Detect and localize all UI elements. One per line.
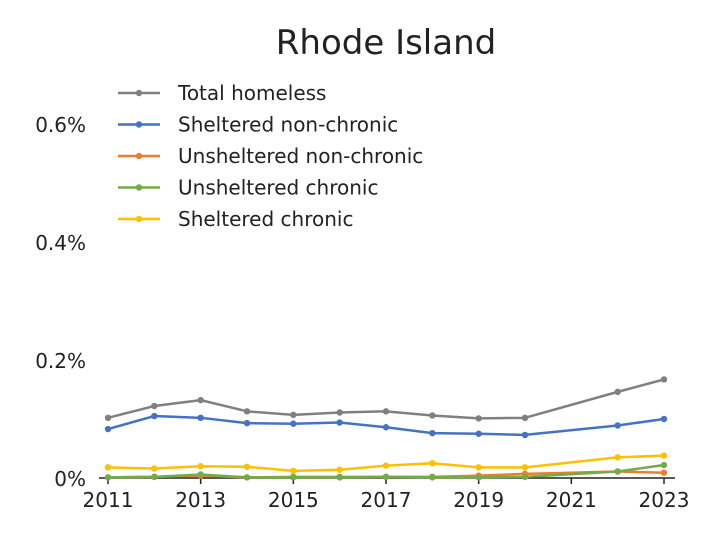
data-point bbox=[151, 465, 158, 472]
data-point bbox=[243, 474, 251, 481]
data-point bbox=[429, 474, 436, 481]
data-point bbox=[382, 462, 390, 469]
data-point bbox=[614, 422, 621, 429]
data-point bbox=[290, 411, 297, 419]
data-point bbox=[660, 415, 668, 423]
x-tick-label: 2023 bbox=[639, 488, 690, 512]
x-tick-label: 2021 bbox=[546, 488, 597, 512]
data-point bbox=[197, 463, 204, 470]
data-point bbox=[290, 474, 297, 481]
chart-title: Rhode Island bbox=[276, 23, 496, 63]
data-point bbox=[521, 464, 529, 471]
legend-swatch-marker bbox=[135, 152, 143, 160]
data-point bbox=[475, 474, 482, 481]
y-tick-label: 0% bbox=[54, 467, 86, 491]
x-tick-label: 2019 bbox=[453, 488, 504, 512]
data-point bbox=[382, 424, 390, 431]
y-tick-label: 0.4% bbox=[35, 231, 86, 255]
series-line bbox=[107, 378, 665, 420]
data-point bbox=[243, 419, 251, 427]
data-point bbox=[660, 461, 668, 469]
data-point bbox=[521, 473, 529, 481]
data-point bbox=[336, 419, 343, 426]
x-tick-label: 2013 bbox=[175, 488, 226, 512]
data-point bbox=[104, 425, 112, 433]
series-line bbox=[107, 463, 665, 479]
legend-item: Sheltered non-chronic bbox=[118, 113, 398, 137]
data-point bbox=[290, 420, 297, 427]
legend-swatch-marker bbox=[135, 215, 143, 223]
data-point bbox=[429, 460, 436, 467]
y-axis: 0% 0.2% 0.4% 0.6% bbox=[35, 113, 86, 491]
series-3 bbox=[104, 461, 668, 481]
series-4 bbox=[104, 452, 668, 475]
data-point bbox=[660, 469, 668, 476]
series-1 bbox=[104, 412, 668, 439]
data-point bbox=[614, 388, 621, 396]
data-point bbox=[197, 471, 204, 478]
y-tick-label: 0.2% bbox=[35, 349, 86, 373]
data-point bbox=[521, 414, 529, 422]
x-tick-label: 2011 bbox=[83, 488, 134, 512]
data-point bbox=[660, 452, 668, 459]
legend-label: Unsheltered non-chronic bbox=[178, 144, 423, 168]
series-0 bbox=[104, 376, 668, 422]
data-point bbox=[104, 464, 112, 471]
data-point bbox=[382, 408, 390, 415]
legend-item: Unsheltered chronic bbox=[118, 176, 378, 200]
series-line bbox=[107, 454, 665, 473]
data-point bbox=[336, 466, 343, 473]
legend: Total homeless Sheltered non-chronic Unshe… bbox=[118, 81, 423, 231]
legend-label: Unsheltered chronic bbox=[178, 176, 378, 200]
legend-swatch-marker bbox=[135, 184, 143, 191]
data-point bbox=[614, 468, 621, 475]
data-point bbox=[151, 412, 158, 420]
data-point bbox=[660, 376, 668, 383]
legend-item: Unsheltered non-chronic bbox=[118, 144, 423, 168]
data-point bbox=[197, 396, 204, 404]
y-tick-label: 0.6% bbox=[35, 113, 86, 137]
data-point bbox=[197, 414, 204, 422]
data-point bbox=[243, 463, 251, 470]
data-point bbox=[151, 473, 158, 481]
data-point bbox=[614, 454, 621, 461]
data-point bbox=[104, 474, 112, 481]
data-point bbox=[151, 402, 158, 410]
legend-item: Total homeless bbox=[118, 81, 326, 105]
legend-swatch-marker bbox=[135, 89, 143, 97]
legend-swatch-marker bbox=[135, 121, 143, 128]
data-point bbox=[104, 414, 112, 422]
legend-label: Total homeless bbox=[177, 81, 326, 105]
series-layer bbox=[104, 376, 668, 481]
legend-label: Sheltered chronic bbox=[178, 207, 353, 231]
data-point bbox=[429, 412, 436, 419]
data-point bbox=[382, 473, 390, 481]
x-tick-label: 2015 bbox=[268, 488, 319, 512]
series-line bbox=[107, 414, 665, 437]
data-point bbox=[475, 464, 482, 471]
legend-item: Sheltered chronic bbox=[118, 207, 353, 231]
data-point bbox=[521, 431, 529, 439]
data-point bbox=[243, 408, 251, 415]
data-point bbox=[336, 474, 343, 481]
data-point bbox=[290, 467, 297, 475]
x-axis: 2011 2013 2015 2017 2019 2021 2023 bbox=[83, 478, 690, 512]
data-point bbox=[336, 409, 343, 416]
data-point bbox=[475, 430, 482, 437]
legend-label: Sheltered non-chronic bbox=[178, 113, 398, 137]
data-point bbox=[475, 415, 482, 422]
x-tick-label: 2017 bbox=[361, 488, 412, 512]
data-point bbox=[429, 429, 436, 437]
